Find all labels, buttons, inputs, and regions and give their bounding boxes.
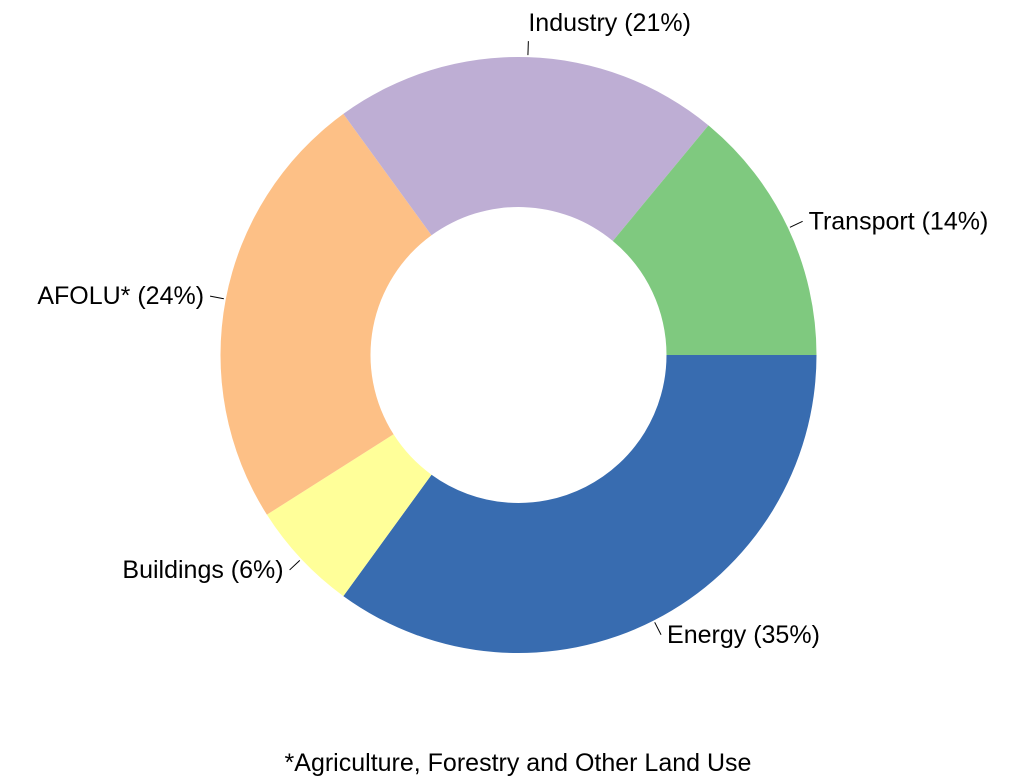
leader-line bbox=[789, 220, 803, 228]
label-buildings: Buildings (6%) bbox=[122, 556, 283, 584]
slice-afolu bbox=[220, 113, 432, 515]
label-energy: Energy (35%) bbox=[667, 621, 820, 649]
leader-line bbox=[289, 559, 301, 571]
slice-energy bbox=[343, 355, 817, 653]
donut-slices bbox=[220, 57, 817, 653]
footnote: *Agriculture, Forestry and Other Land Us… bbox=[285, 749, 752, 777]
slice-buildings bbox=[266, 434, 432, 597]
slice-transport bbox=[612, 125, 817, 355]
label-afolu: AFOLU* (24%) bbox=[37, 282, 204, 310]
slice-labels: Energy (35%) Buildings (6%) AFOLU* (24%) In… bbox=[37, 9, 988, 649]
leader-line bbox=[654, 622, 662, 636]
slice-industry bbox=[343, 57, 709, 241]
label-industry: Industry (21%) bbox=[528, 9, 691, 37]
leader-line bbox=[209, 295, 224, 300]
label-transport: Transport (14%) bbox=[809, 207, 989, 235]
